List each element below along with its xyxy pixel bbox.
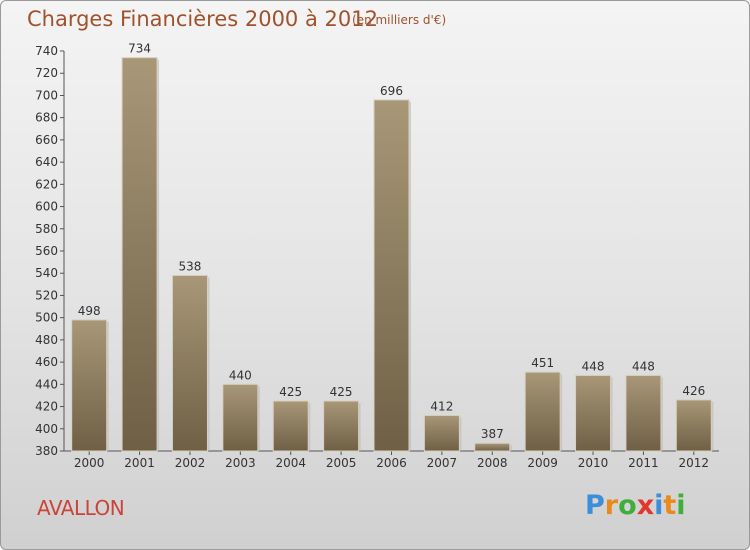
bar-value-label: 734 [128, 42, 151, 56]
bar [575, 374, 612, 452]
y-tick-label: 620 [35, 177, 58, 191]
y-tick-label: 440 [35, 377, 58, 391]
bar-value-label: 412 [430, 399, 453, 413]
x-tick-label: 2002 [175, 456, 206, 470]
chart-subtitle: (en milliers d'€) [352, 13, 447, 27]
x-tick-label: 2010 [578, 456, 609, 470]
bar-value-label: 440 [229, 368, 252, 382]
x-tick-label: 2000 [74, 456, 105, 470]
bar [524, 371, 561, 452]
y-tick-label: 520 [35, 288, 58, 302]
x-tick-label: 2003 [225, 456, 256, 470]
bar [323, 400, 360, 452]
bar [625, 374, 662, 452]
logo-letter: P [585, 490, 605, 521]
y-tick-label: 580 [35, 222, 58, 236]
bar-value-label: 451 [531, 356, 554, 370]
bars: 498 734 538 440 425 425 696 412 387 451 448 448 426 [71, 42, 714, 452]
y-tick-label: 380 [35, 444, 58, 458]
y-tick-label: 560 [35, 244, 58, 258]
y-tick-label: 640 [35, 155, 58, 169]
bar-value-label: 448 [582, 359, 605, 373]
y-tick-label: 500 [35, 311, 58, 325]
y-tick-label: 740 [35, 44, 58, 58]
x-tick-label: 2004 [275, 456, 306, 470]
x-tick-label: 2009 [527, 456, 558, 470]
logo-letter: t [663, 490, 677, 521]
bar [373, 99, 410, 452]
y-tick-label: 680 [35, 111, 58, 125]
y-tick-label: 460 [35, 355, 58, 369]
bar-value-label: 425 [330, 385, 353, 399]
bar [71, 319, 108, 452]
x-tick-label: 2008 [477, 456, 508, 470]
bar [121, 57, 158, 452]
y-tick-label: 700 [35, 88, 58, 102]
y-tick-label: 720 [35, 66, 58, 80]
x-tick-label: 2001 [124, 456, 155, 470]
logo-letter: i [654, 490, 664, 521]
bar [474, 442, 511, 452]
logo-letter: r [604, 490, 619, 521]
x-tick-label: 2005 [326, 456, 357, 470]
proxiti-logo[interactable]: Proxiti [585, 490, 686, 521]
bar-value-label: 387 [481, 427, 504, 441]
y-tick-label: 400 [35, 422, 58, 436]
bar [272, 400, 309, 452]
y-tick-label: 540 [35, 266, 58, 280]
bar [675, 399, 712, 452]
bar-value-label: 425 [279, 385, 302, 399]
city-name: AVALLON [37, 496, 125, 520]
bar-value-label: 538 [179, 259, 202, 273]
x-tick-label: 2007 [427, 456, 458, 470]
x-tick-label: 2012 [679, 456, 710, 470]
y-tick-label: 420 [35, 400, 58, 414]
y-tick-label: 660 [35, 133, 58, 147]
chart-title: Charges Financières 2000 à 2012 [27, 7, 378, 31]
y-tick-label: 600 [35, 200, 58, 214]
bar [423, 414, 460, 452]
x-tick-label: 2006 [376, 456, 407, 470]
y-tick-label: 480 [35, 333, 58, 347]
logo-letter: i [676, 490, 686, 521]
bar-value-label: 448 [632, 359, 655, 373]
bar-value-label: 426 [682, 384, 705, 398]
bar [222, 383, 259, 452]
x-axis: 2000 2001 2002 2003 2004 2005 2006 2007 2008 2009… [64, 450, 719, 470]
bar-value-label: 696 [380, 84, 403, 98]
logo-letter: x [636, 490, 655, 521]
logo-letter: o [618, 490, 637, 521]
x-tick-label: 2011 [628, 456, 659, 470]
y-axis: 380 400 420 440 460 480 500 520 540 560 580 600 620 6… [35, 44, 65, 458]
bar [171, 274, 208, 452]
bar-value-label: 498 [78, 304, 101, 318]
